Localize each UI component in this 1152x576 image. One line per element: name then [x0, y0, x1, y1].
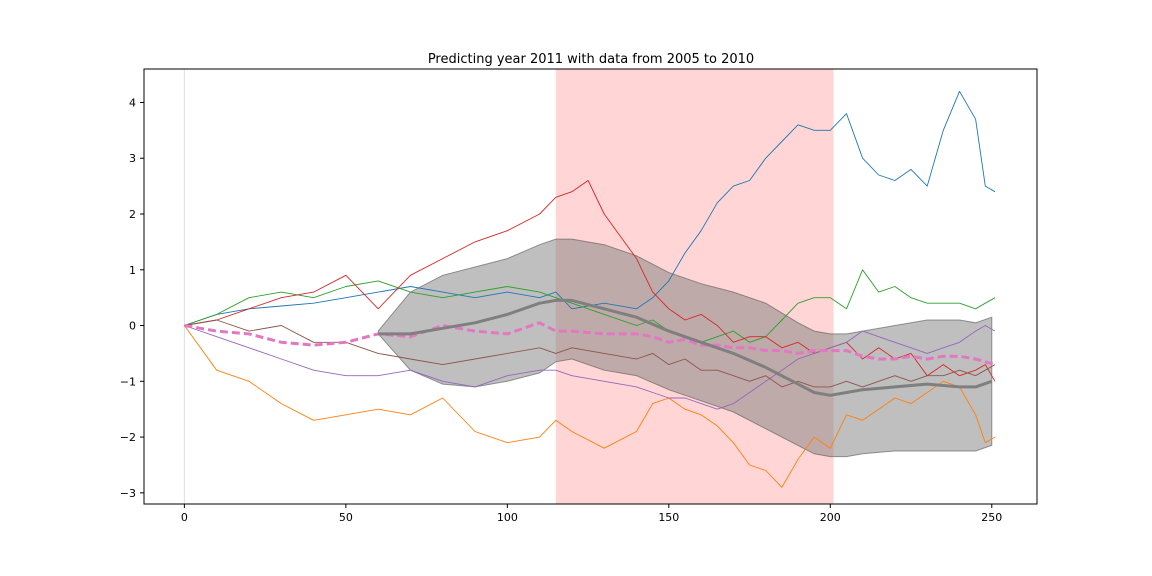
series-line-8 — [378, 298, 993, 397]
axes-frame — [143, 68, 1038, 505]
y-tick-label: −2 — [120, 431, 136, 444]
series-line-6 — [184, 319, 996, 388]
y-tick-label: 1 — [129, 264, 136, 277]
confidence-band — [377, 238, 993, 458]
series-line-1 — [184, 90, 996, 326]
x-tick-label: 0 — [181, 511, 188, 524]
x-tick-label: 100 — [497, 511, 518, 524]
axes: 0 50 100 150 200 250 −3 −2 −1 0 1 2 3 4 — [120, 68, 1038, 524]
plot-area — [183, 69, 996, 504]
x-tick-label: 150 — [658, 511, 679, 524]
y-tick-label: 2 — [129, 208, 136, 221]
y-tick-label: 3 — [129, 152, 136, 165]
x-tick-label: 200 — [820, 511, 841, 524]
x-tick-label: 250 — [981, 511, 1002, 524]
y-tick-label: 4 — [129, 96, 136, 109]
series-line-5 — [184, 325, 996, 410]
series-line-2 — [184, 325, 996, 488]
x-tick-label: 50 — [339, 511, 353, 524]
chart-title: Predicting year 2011 with data from 2005… — [428, 52, 754, 67]
y-tick-label: −3 — [120, 487, 136, 500]
y-tick-label: −1 — [120, 375, 136, 388]
y-tick-label: 0 — [129, 320, 136, 333]
